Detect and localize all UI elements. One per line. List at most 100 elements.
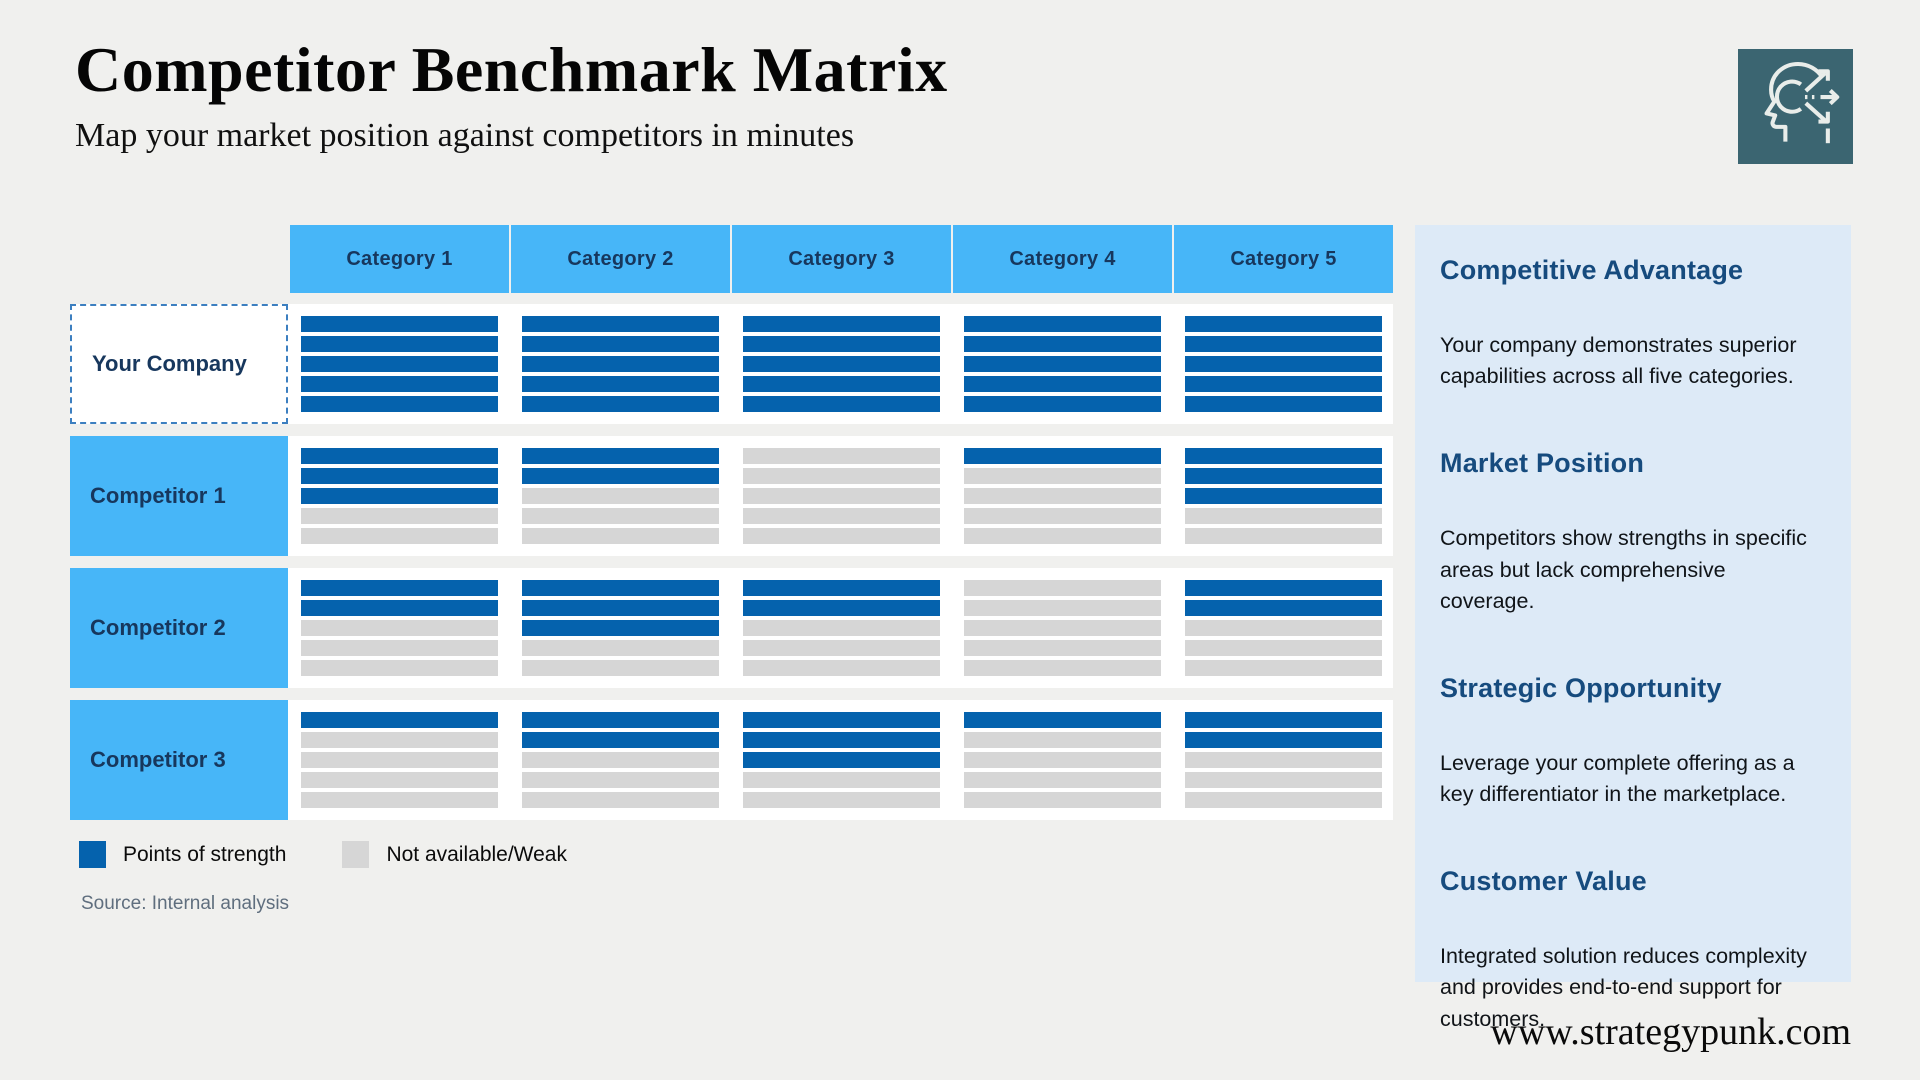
weak-bar: [964, 772, 1161, 788]
weak-bar: [301, 660, 498, 676]
strength-bar: [743, 316, 940, 332]
weak-bar: [964, 528, 1161, 544]
strength-bar: [743, 752, 940, 768]
legend-item-2: Not available/Weak: [342, 841, 567, 868]
weak-bar: [1185, 772, 1382, 788]
page-title: Competitor Benchmark Matrix: [75, 34, 948, 105]
strength-bar: [743, 336, 940, 352]
strength-bar: [522, 336, 719, 352]
insight-heading: Customer Value: [1440, 866, 1647, 897]
weak-bar: [1185, 792, 1382, 808]
insight-heading: Competitive Advantage: [1440, 255, 1744, 285]
matrix-cell-r2-c1: [290, 436, 509, 556]
weak-bar: [301, 792, 498, 808]
insight-body: Your company demonstrates superior capab…: [1440, 333, 1797, 389]
matrix-cell-r2-c3: [732, 436, 951, 556]
matrix-cell-r1-c3: [732, 304, 951, 424]
strength-bar: [522, 712, 719, 728]
weak-bar: [522, 488, 719, 504]
weak-bar: [743, 528, 940, 544]
matrix-cell-r4-c3: [732, 700, 951, 820]
row-label: Competitor 2: [70, 568, 288, 688]
strength-bar: [301, 316, 498, 332]
strength-bar: [964, 316, 1161, 332]
strength-bar: [522, 316, 719, 332]
weak-bar: [301, 752, 498, 768]
weak-bar: [522, 772, 719, 788]
matrix-cell-r1-c4: [953, 304, 1172, 424]
weak-bar: [301, 732, 498, 748]
strength-bar: [301, 356, 498, 372]
weak-bar: [522, 752, 719, 768]
strength-bar: [522, 376, 719, 392]
weak-bar: [964, 580, 1161, 596]
matrix-cell-r3-c3: [732, 568, 951, 688]
strength-bar: [522, 600, 719, 616]
row-label-text: Your Company: [92, 351, 247, 376]
legend-item-1: Points of strength: [79, 841, 286, 868]
weak-bar: [964, 508, 1161, 524]
insights-sidebar: Competitive Advantage Your company demons…: [1415, 225, 1851, 1031]
weak-bar: [964, 660, 1161, 676]
weak-bar: [964, 620, 1161, 636]
matrix-cell-r3-c4: [953, 568, 1172, 688]
weak-bar: [743, 508, 940, 524]
weak-bar: [1185, 508, 1382, 524]
insight-heading: Strategic Opportunity: [1440, 672, 1722, 703]
matrix-corner-spacer: [70, 225, 288, 293]
matrix-cell-r3-c5: [1174, 568, 1393, 688]
brand-logo: [1738, 49, 1853, 164]
row-label-text: Competitor 3: [90, 747, 226, 772]
matrix-header-row: Category 1 Category 2 Category 3 Category 4…: [70, 225, 1393, 293]
weak-bar: [964, 732, 1161, 748]
strength-bar: [964, 396, 1161, 412]
strength-bar: [1185, 600, 1382, 616]
strength-bar: [1185, 732, 1382, 748]
strength-bar: [964, 356, 1161, 372]
strength-bar: [743, 396, 940, 412]
strength-bar: [301, 468, 498, 484]
weak-bar: [743, 620, 940, 636]
weak-bar: [743, 640, 940, 656]
legend-swatch-icon: [342, 841, 370, 868]
strength-bar: [743, 732, 940, 748]
matrix-cell-r1-c2: [511, 304, 730, 424]
weak-bar: [301, 640, 498, 656]
weak-bar: [522, 508, 719, 524]
weak-bar: [522, 640, 719, 656]
matrix-row-competitor-1: Competitor 1: [70, 436, 1393, 556]
weak-bar: [743, 448, 940, 464]
column-header-5: Category 5: [1174, 225, 1393, 293]
insight-body: Integrated solution reduces complexity a…: [1440, 944, 1807, 1031]
matrix-cell-r3-c1: [290, 568, 509, 688]
strength-bar: [522, 580, 719, 596]
weak-bar: [964, 468, 1161, 484]
weak-bar: [964, 488, 1161, 504]
insight-body: Competitors show strengths in specific a…: [1440, 526, 1807, 613]
strength-bar: [522, 396, 719, 412]
strength-bar: [301, 448, 498, 464]
matrix-cell-r3-c2: [511, 568, 730, 688]
weak-bar: [522, 660, 719, 676]
strength-bar: [964, 376, 1161, 392]
weak-bar: [522, 528, 719, 544]
weak-bar: [301, 772, 498, 788]
row-label: Your Company: [70, 304, 288, 424]
strength-bar: [301, 336, 498, 352]
weak-bar: [964, 792, 1161, 808]
legend: Points of strength Not available/Weak: [79, 841, 567, 868]
insight-section-2: Market Position Competitors show strength…: [1440, 448, 1823, 617]
strength-bar: [522, 356, 719, 372]
row-label-text: Competitor 2: [90, 615, 226, 640]
strength-bar: [301, 600, 498, 616]
weak-bar: [964, 640, 1161, 656]
strength-bar: [1185, 336, 1382, 352]
matrix-cell-r1-c5: [1174, 304, 1393, 424]
weak-bar: [301, 508, 498, 524]
weak-bar: [743, 772, 940, 788]
strength-bar: [1185, 580, 1382, 596]
weak-bar: [743, 660, 940, 676]
matrix-row-competitor-2: Competitor 2: [70, 568, 1393, 688]
strength-bar: [522, 468, 719, 484]
weak-bar: [743, 468, 940, 484]
